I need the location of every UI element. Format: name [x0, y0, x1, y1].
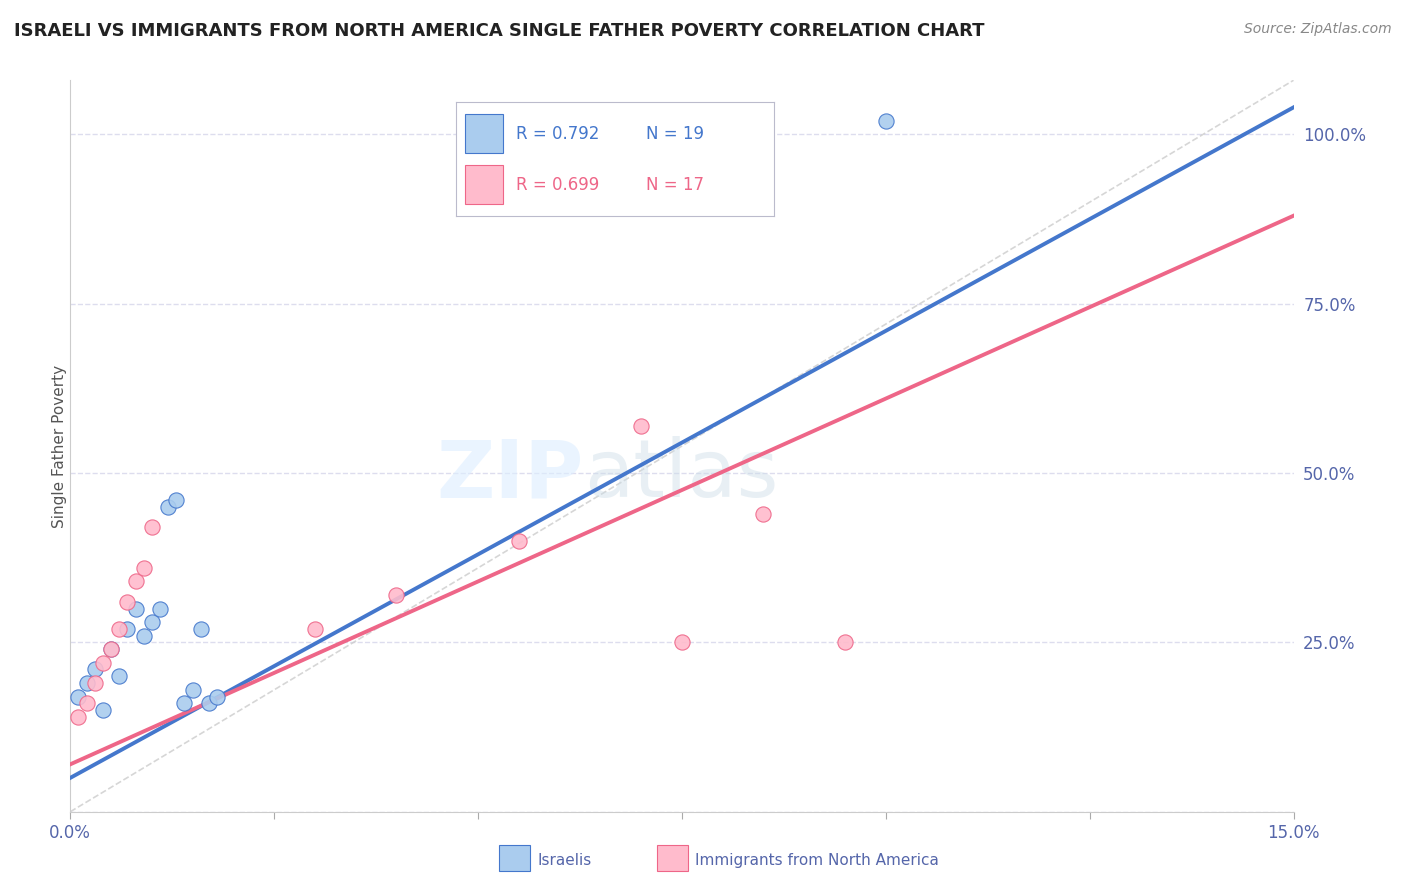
Point	[190, 622, 212, 636]
Point	[83, 676, 105, 690]
Point	[117, 622, 139, 636]
Point	[304, 622, 326, 636]
Point	[91, 656, 114, 670]
Point	[67, 710, 90, 724]
Point	[198, 697, 221, 711]
Point	[132, 561, 155, 575]
Point	[117, 595, 139, 609]
Point	[205, 690, 228, 704]
Point	[76, 697, 98, 711]
Point	[385, 588, 408, 602]
Text: Source: ZipAtlas.com: Source: ZipAtlas.com	[1244, 22, 1392, 37]
Point	[91, 703, 114, 717]
Text: ZIP: ZIP	[437, 436, 583, 515]
Point	[100, 642, 122, 657]
Point	[630, 418, 652, 433]
Text: Immigrants from North America: Immigrants from North America	[695, 854, 938, 868]
Point	[132, 629, 155, 643]
Point	[671, 635, 693, 649]
Point	[141, 615, 163, 629]
Point	[83, 663, 105, 677]
Point	[67, 690, 90, 704]
Point	[100, 642, 122, 657]
Point	[181, 682, 204, 697]
Point	[124, 601, 146, 615]
Text: atlas: atlas	[583, 436, 779, 515]
Point	[124, 574, 146, 589]
Text: ISRAELI VS IMMIGRANTS FROM NORTH AMERICA SINGLE FATHER POVERTY CORRELATION CHART: ISRAELI VS IMMIGRANTS FROM NORTH AMERICA…	[14, 22, 984, 40]
Point	[141, 520, 163, 534]
Y-axis label: Single Father Poverty: Single Father Poverty	[52, 365, 66, 527]
Point	[108, 622, 131, 636]
Point	[157, 500, 180, 514]
Point	[165, 493, 187, 508]
Point	[875, 114, 897, 128]
Point	[76, 676, 98, 690]
Point	[834, 635, 856, 649]
Point	[752, 507, 775, 521]
Point	[108, 669, 131, 683]
Point	[173, 697, 195, 711]
Point	[149, 601, 172, 615]
Text: Israelis: Israelis	[537, 854, 592, 868]
Point	[508, 533, 530, 548]
